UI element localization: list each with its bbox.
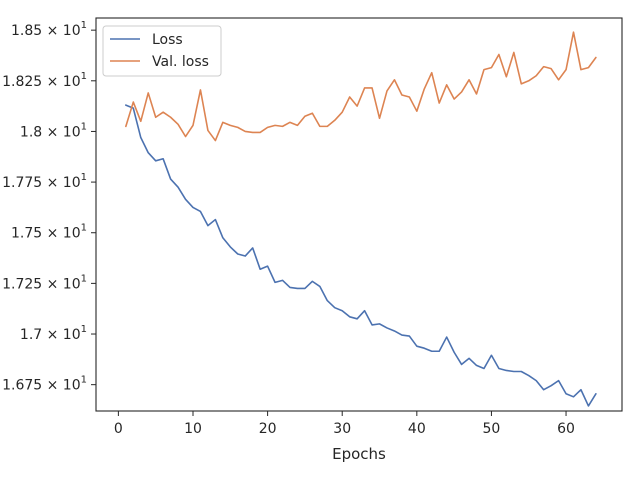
legend-label-loss: Loss bbox=[152, 32, 183, 48]
x-tick-label: 30 bbox=[333, 421, 351, 437]
y-tick-label: 1.825 × 101 bbox=[2, 71, 87, 90]
series-line-1 bbox=[125, 31, 597, 142]
y-tick-label: 1.725 × 101 bbox=[2, 273, 87, 292]
x-tick-label: 50 bbox=[483, 421, 501, 437]
series-layer bbox=[125, 31, 597, 407]
y-tick-label: 1.8 × 101 bbox=[20, 121, 87, 140]
y-tick-label: 1.7 × 101 bbox=[20, 324, 87, 343]
y-tick-label: 1.675 × 101 bbox=[2, 375, 87, 394]
legend-label-val-loss: Val. loss bbox=[152, 54, 209, 70]
x-axis-title: Epochs bbox=[332, 445, 386, 463]
plot-frame bbox=[95, 17, 623, 412]
x-tick-label: 10 bbox=[184, 421, 202, 437]
x-tick-label: 20 bbox=[259, 421, 277, 437]
x-tick-label: 0 bbox=[114, 421, 123, 437]
series-line-0 bbox=[125, 104, 597, 407]
legend: Loss Val. loss bbox=[102, 25, 222, 77]
y-tick-label: 1.85 × 101 bbox=[11, 20, 87, 39]
x-tick-label: 60 bbox=[557, 421, 575, 437]
x-axis-ticks: 0 10 20 30 40 50 60 bbox=[114, 411, 575, 437]
x-tick-label: 40 bbox=[408, 421, 426, 437]
y-tick-label: 1.775 × 101 bbox=[2, 172, 87, 191]
y-tick-label: 1.75 × 101 bbox=[11, 223, 87, 242]
y-axis-ticks: 1.675 × 101 1.7 × 101 1.725 × 101 1.75 × 10… bbox=[2, 20, 96, 394]
